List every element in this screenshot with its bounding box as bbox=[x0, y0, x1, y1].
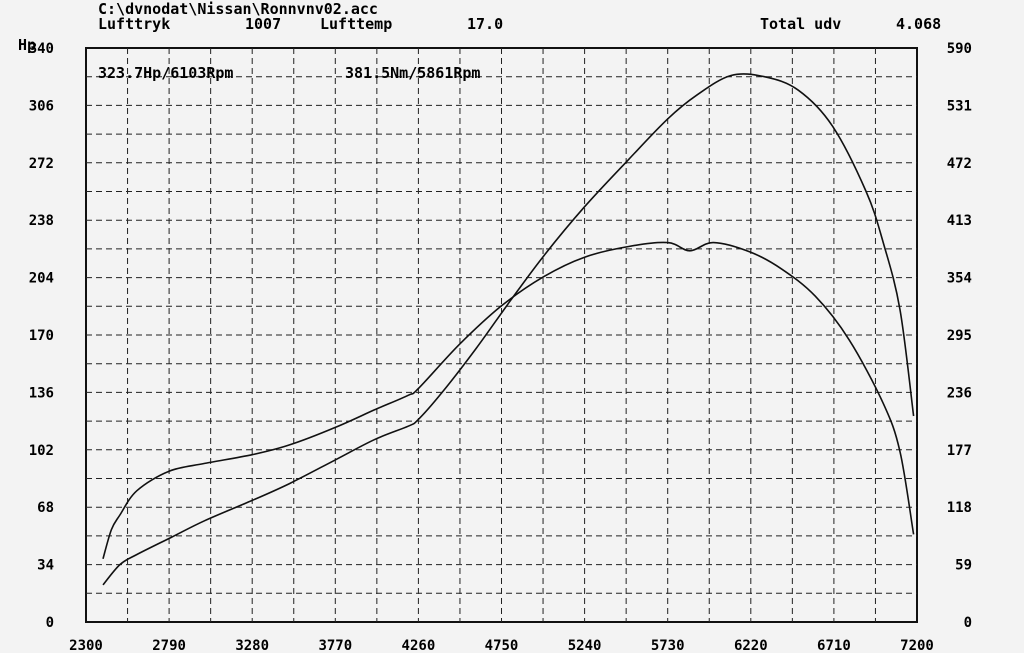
y-left-tick-label: 102 bbox=[29, 443, 54, 459]
y-right-tick-label: 59 bbox=[955, 558, 972, 574]
total-value: 4.068 bbox=[896, 15, 941, 33]
chart-curves bbox=[102, 73, 915, 586]
pressure-label: Lufttryk bbox=[98, 15, 170, 33]
y-left-tick-label: 68 bbox=[37, 500, 54, 516]
pressure-value: 1007 bbox=[245, 15, 281, 33]
x-tick-label: 6710 bbox=[817, 638, 851, 653]
x-tick-label: 7200 bbox=[900, 638, 934, 653]
y-right-tick-label: 177 bbox=[947, 443, 972, 459]
y-right-tick-label: 0 bbox=[964, 615, 972, 631]
x-tick-label: 2300 bbox=[69, 638, 103, 653]
y-axis-label: Hp bbox=[18, 36, 36, 54]
y-left-tick-label: 272 bbox=[29, 156, 54, 172]
y-right-tick-label: 472 bbox=[947, 156, 972, 172]
x-tick-label: 4750 bbox=[485, 638, 519, 653]
y-right-tick-label: 295 bbox=[947, 328, 972, 344]
y-right-tick-label: 590 bbox=[947, 41, 972, 57]
torque-curve bbox=[102, 241, 915, 560]
y-left-tick-label: 238 bbox=[29, 213, 54, 229]
y-left-tick-label: 170 bbox=[29, 328, 54, 344]
file-path-label: C:\dvnodat\Nissan\Ronnvnv02.acc bbox=[98, 0, 378, 18]
y-left-tick-label: 0 bbox=[46, 615, 54, 631]
y-left-tick-label: 136 bbox=[29, 385, 54, 401]
y-right-tick-label: 236 bbox=[947, 385, 972, 401]
temperature-label: Lufttemp bbox=[320, 15, 392, 33]
y-right-tick-label: 413 bbox=[947, 213, 972, 229]
y-left-tick-label: 34 bbox=[37, 558, 54, 574]
total-label: Total udv bbox=[760, 15, 841, 33]
x-tick-label: 2790 bbox=[152, 638, 186, 653]
peak-torque-annotation: 381.5Nm/5861Rpm bbox=[345, 64, 480, 82]
x-tick-label: 6220 bbox=[734, 638, 768, 653]
x-tick-label: 3280 bbox=[235, 638, 269, 653]
chart-ticks: 2300 2790 3280 3770 4260 4750 5240 5730 6220 6710… bbox=[29, 41, 972, 653]
x-tick-label: 5730 bbox=[651, 638, 685, 653]
power-curve bbox=[102, 73, 915, 586]
x-tick-label: 5240 bbox=[568, 638, 602, 653]
y-left-tick-label: 204 bbox=[29, 271, 54, 287]
peak-power-annotation: 323.7Hp/6103Rpm bbox=[98, 64, 233, 82]
y-right-tick-label: 118 bbox=[947, 500, 972, 516]
chart-grid bbox=[85, 47, 918, 623]
y-left-tick-label: 340 bbox=[29, 41, 54, 57]
y-right-tick-label: 354 bbox=[947, 271, 972, 287]
y-right-tick-label: 531 bbox=[947, 98, 972, 114]
temperature-value: 17.0 bbox=[467, 15, 503, 33]
x-tick-label: 3770 bbox=[318, 638, 352, 653]
x-tick-label: 4260 bbox=[402, 638, 436, 653]
y-left-tick-label: 306 bbox=[29, 98, 54, 114]
